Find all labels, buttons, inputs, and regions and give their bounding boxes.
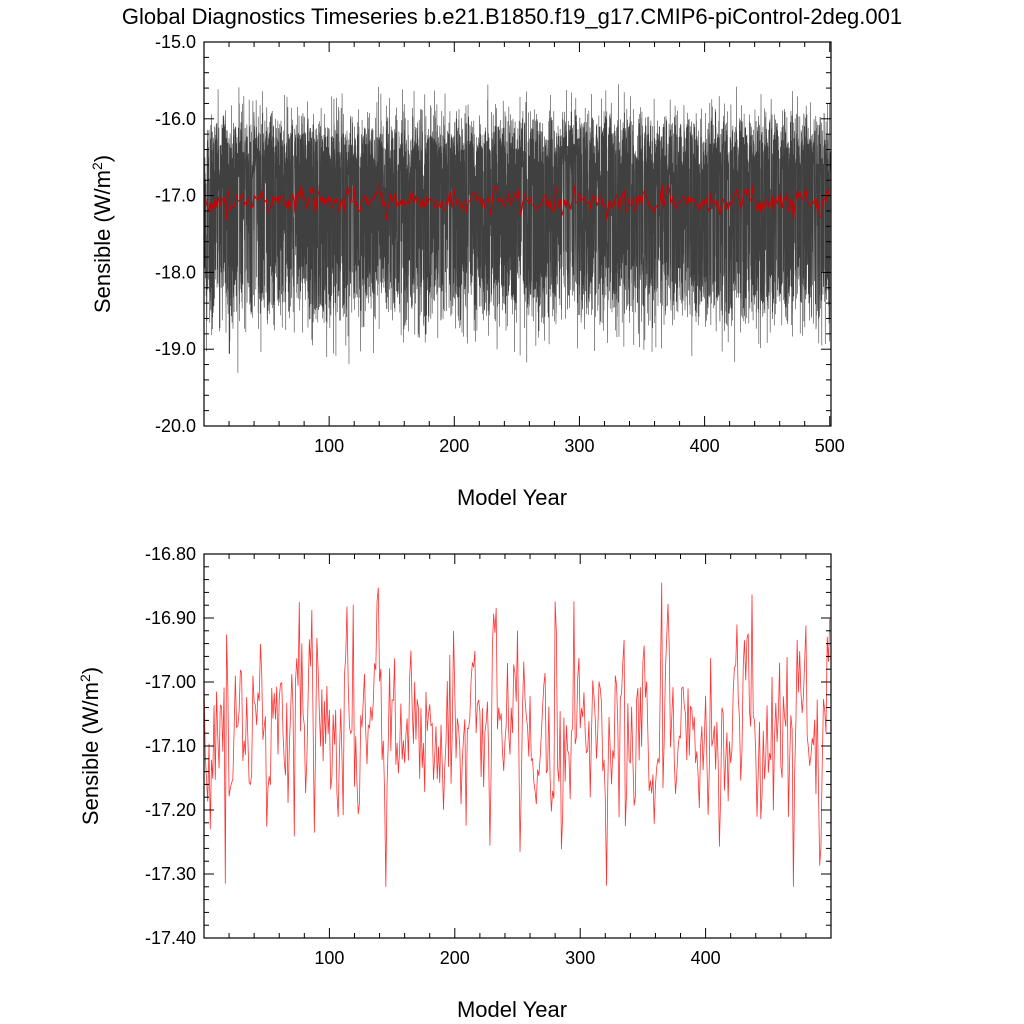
monthly-series — [204, 84, 831, 373]
bottom-ticks — [204, 553, 831, 939]
y-tick-label: -17.20 — [145, 800, 196, 820]
y-tick-label: -20.0 — [155, 416, 196, 436]
x-tick-label: 100 — [314, 948, 344, 968]
y-tick-label: -16.90 — [145, 608, 196, 628]
x-tick-label: 100 — [314, 436, 344, 456]
top-tick-labels: 100 200 300 400 500 -15.0 -16.0 -17.0 -18.0 -19.0… — [155, 32, 845, 456]
x-tick-label: 200 — [440, 948, 470, 968]
top-y-axis-title: Sensible (W/m2) — [89, 155, 115, 313]
top-plot-frame — [203, 41, 832, 427]
top-ticks — [204, 41, 831, 427]
annual-series — [203, 582, 831, 887]
annual-series-overlay — [204, 182, 831, 221]
y-tick-label: -15.0 — [155, 32, 196, 52]
top-x-axis-title: Model Year — [457, 485, 567, 510]
y-tick-label: -19.0 — [155, 339, 196, 359]
annual-line-overlay — [204, 182, 831, 221]
bottom-x-axis-title: Model Year — [457, 997, 567, 1022]
y-tick-label: -17.30 — [145, 864, 196, 884]
x-tick-label: 500 — [815, 436, 845, 456]
y-tick-label: -17.10 — [145, 736, 196, 756]
annual-line — [203, 582, 831, 887]
monthly-line — [204, 84, 831, 373]
x-tick-label: 400 — [690, 436, 720, 456]
x-tick-label: 300 — [564, 436, 594, 456]
x-tick-label: 200 — [439, 436, 469, 456]
y-tick-label: -16.0 — [155, 109, 196, 129]
top-panel: 100 200 300 400 500 -15.0 -16.0 -17.0 -18.0 -19.0… — [89, 32, 845, 510]
y-tick-label: -17.0 — [155, 186, 196, 206]
bottom-y-axis-title: Sensible (W/m2) — [77, 667, 103, 825]
y-tick-label: -17.40 — [145, 928, 196, 948]
y-tick-label: -18.0 — [155, 262, 196, 282]
y-tick-label: -17.00 — [145, 672, 196, 692]
y-tick-label: -16.80 — [145, 544, 196, 564]
x-tick-label: 400 — [691, 948, 721, 968]
bottom-plot-frame — [203, 553, 832, 939]
bottom-panel: 100 200 300 400 -16.80 -16.90 -17.00 -17.10 -17.… — [77, 544, 832, 1022]
figure-title: Global Diagnostics Timeseries b.e21.B185… — [122, 4, 902, 29]
bottom-tick-labels: 100 200 300 400 -16.80 -16.90 -17.00 -17.10 -17.… — [145, 544, 721, 968]
x-tick-label: 300 — [565, 948, 595, 968]
